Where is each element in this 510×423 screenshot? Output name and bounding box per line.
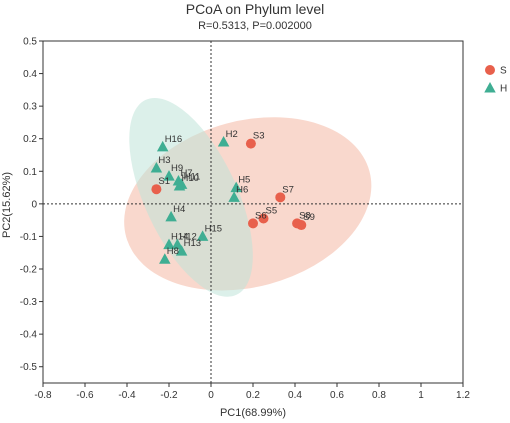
y-tick-label: 0.5 — [23, 37, 37, 48]
data-label-h16: H16 — [165, 134, 182, 145]
data-label-h11: H11 — [184, 171, 201, 182]
data-point-s5 — [258, 213, 269, 224]
data-point-h2 — [217, 135, 230, 147]
data-label-h14: H14 — [171, 232, 188, 243]
x-tick-label: 0 — [208, 390, 214, 401]
x-tick-label: 1 — [418, 390, 424, 401]
data-point-h5 — [230, 181, 242, 193]
points-layer — [150, 135, 307, 264]
data-point-h10 — [173, 179, 186, 191]
y-axis-title: PC2(15.62%) — [1, 172, 13, 238]
x-tick-label: 0.4 — [288, 390, 302, 401]
y-tick-label: -0.4 — [20, 330, 38, 341]
data-label-h5: H5 — [238, 175, 250, 186]
data-point-s7 — [275, 192, 286, 203]
data-label-s9: S9 — [303, 212, 315, 223]
data-point-h4 — [165, 210, 177, 222]
data-point-s1 — [151, 184, 162, 195]
y-tick-label: 0.2 — [23, 134, 37, 145]
x-tick-label: -0.8 — [34, 390, 52, 401]
ticks-layer: -0.8 -0.6 -0.4 -0.2 0 0.2 0.4 0.6 0.8 1 1.2 0.5 0.4 0… — [20, 37, 471, 402]
y-tick-label: 0.3 — [23, 102, 37, 113]
y-tick-label: 0.1 — [23, 167, 37, 178]
y-tick-label: -0.1 — [20, 232, 38, 243]
x-tick-label: 0.2 — [246, 390, 260, 401]
data-point-s6 — [248, 218, 258, 229]
y-tick-label: -0.2 — [20, 265, 38, 276]
legend-marker-h — [484, 82, 496, 93]
legend: SH — [484, 65, 507, 95]
x-tick-label: -0.6 — [76, 390, 94, 401]
legend-label-h: H — [500, 84, 507, 95]
ellipses-layer — [124, 97, 372, 297]
data-point-s9 — [296, 220, 307, 231]
y-tick-label: -0.5 — [20, 362, 38, 373]
data-label-s1: S1 — [158, 176, 170, 187]
y-tick-label: -0.3 — [20, 297, 38, 308]
data-label-h15: H15 — [205, 223, 222, 234]
data-label-h7: H7 — [180, 168, 192, 179]
data-label-s6: S6 — [255, 210, 267, 221]
data-label-h2: H2 — [226, 129, 238, 140]
x-tick-label: 0.6 — [330, 390, 344, 401]
data-label-h9: H9 — [171, 163, 183, 174]
data-label-h4: H4 — [173, 204, 185, 215]
x-tick-label: 1.2 — [456, 390, 470, 401]
x-tick-label: -0.2 — [160, 390, 178, 401]
y-tick-label: 0 — [31, 199, 37, 210]
data-label-h3: H3 — [158, 155, 170, 166]
x-axis-title: PC1(68.99%) — [220, 407, 286, 419]
chart-subtitle: R=0.5313, P=0.002000 — [198, 20, 312, 32]
data-point-h8 — [159, 253, 171, 264]
data-point-h15 — [196, 230, 209, 241]
data-point-h14 — [163, 238, 175, 250]
data-label-h10: H10 — [182, 173, 199, 184]
data-point-h12 — [171, 238, 184, 250]
data-point-s3 — [245, 138, 256, 149]
data-point-h13 — [175, 245, 188, 256]
data-point-h16 — [156, 140, 169, 152]
data-label-h8: H8 — [167, 246, 179, 257]
legend-marker-s — [485, 65, 495, 75]
data-label-s7: S7 — [282, 184, 294, 195]
data-label-s8: S8 — [299, 210, 311, 221]
chart-title: PCoA on Phylum level — [186, 1, 325, 17]
data-label-h13: H13 — [184, 238, 201, 249]
y-tick-label: 0.4 — [23, 69, 37, 80]
data-label-s5: S5 — [266, 206, 278, 217]
data-label-h12: H12 — [179, 232, 196, 243]
data-point-h6 — [228, 191, 240, 202]
data-point-h3 — [150, 162, 163, 173]
x-tick-label: 0.8 — [372, 390, 386, 401]
data-label-s3: S3 — [253, 131, 265, 142]
x-tick-label: -0.4 — [118, 390, 136, 401]
data-point-h9 — [163, 170, 175, 181]
legend-label-s: S — [500, 66, 507, 77]
data-label-h6: H6 — [236, 184, 248, 195]
